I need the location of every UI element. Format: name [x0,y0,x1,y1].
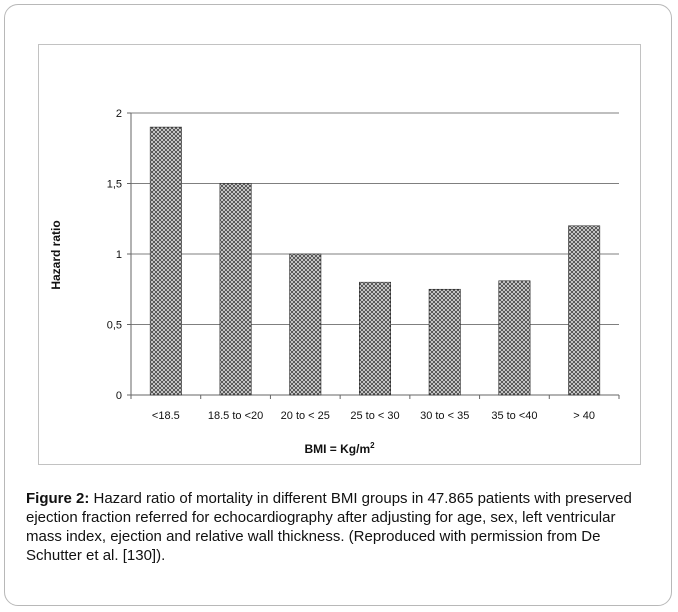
bar [219,183,252,396]
x-axis-label-superscript: 2 [370,441,375,450]
caption-label: Figure 2: [26,490,90,507]
bar [289,253,322,396]
x-axis-label-text: BMI = Kg/m [304,442,371,456]
y-tick-label: 1,5 [107,179,122,191]
x-tick-label: 25 to < 30 [350,410,399,422]
bar-chart: 0 0,5 1 1,5 2 <18.5 18.5 to <20 20 to < 25 25 to… [107,108,620,422]
bar [568,225,601,396]
bar [149,126,182,396]
y-tick-label: 0,5 [107,320,122,332]
bar [428,288,461,396]
x-tick-label: <18.5 [152,410,180,422]
y-tick-label: 1 [116,249,122,261]
x-tick-label: 35 to <40 [491,410,537,422]
y-tick-label: 0 [116,390,122,402]
figure-caption: Figure 2: Hazard ratio of mortality in d… [26,489,650,565]
bar [359,281,391,396]
x-tick-label: 30 to < 35 [420,410,469,422]
bar [498,280,531,396]
y-axis-label: Hazard ratio [49,220,63,290]
x-tick-label: > 40 [573,410,595,422]
x-tick-label: 20 to < 25 [281,410,330,422]
y-tick-label: 2 [116,108,122,120]
x-tick-label: 18.5 to <20 [208,410,263,422]
caption-text: Hazard ratio of mortality in different B… [26,490,632,564]
x-axis-label: BMI = Kg/m2 [38,441,641,456]
